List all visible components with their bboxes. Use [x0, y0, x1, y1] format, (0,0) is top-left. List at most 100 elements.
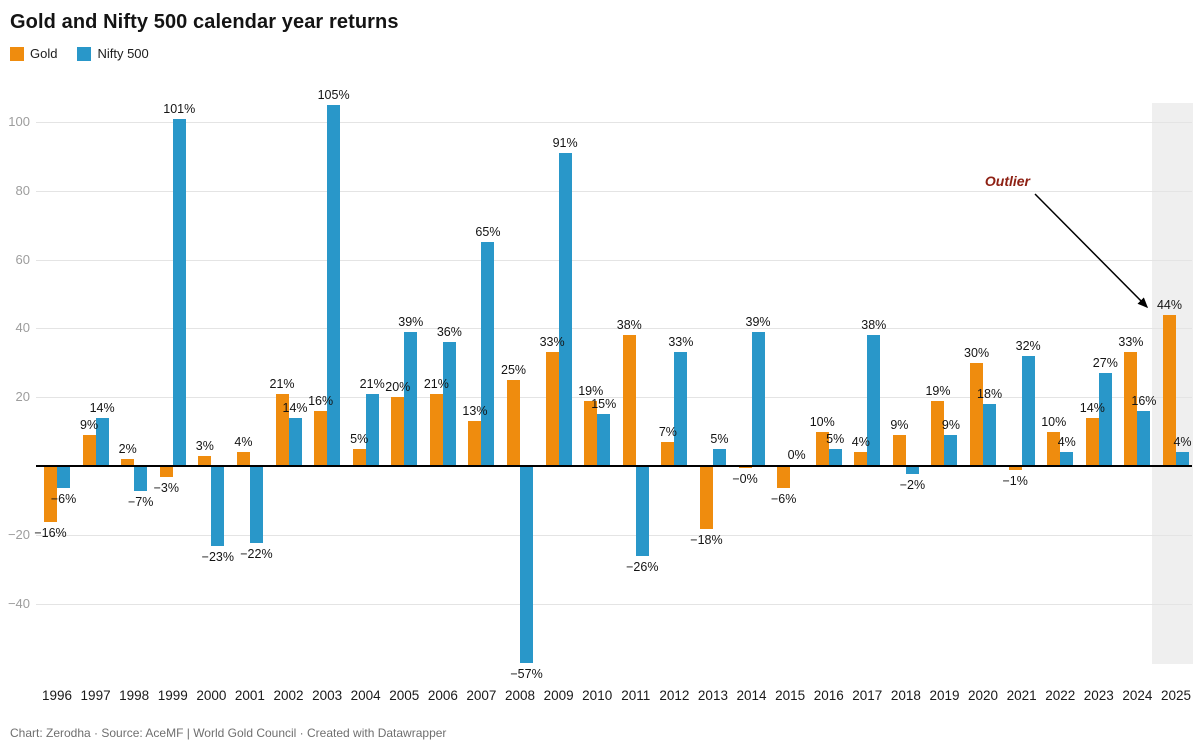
bar-nifty500-2008[interactable]: [520, 467, 534, 664]
bar-nifty500-2024[interactable]: [1137, 410, 1151, 466]
bar-gold-2024[interactable]: [1124, 352, 1138, 466]
value-label-gold-2023: 14%: [1079, 400, 1105, 415]
x-axis-label-2015: 2015: [775, 688, 806, 703]
bar-nifty500-2013[interactable]: [712, 448, 726, 466]
value-label-gold-2005: 20%: [385, 380, 411, 395]
bar-gold-1999[interactable]: [159, 467, 173, 478]
bar-nifty500-2016[interactable]: [828, 448, 842, 466]
x-axis-label-2018: 2018: [890, 688, 921, 703]
value-label-nifty500-2025: 4%: [1173, 435, 1192, 450]
value-label-gold-2017: 4%: [851, 435, 870, 450]
bar-nifty500-2003[interactable]: [327, 104, 341, 466]
bar-nifty500-2009[interactable]: [558, 152, 572, 466]
bar-nifty500-2020[interactable]: [983, 404, 997, 466]
value-label-nifty500-2019: 9%: [941, 418, 960, 433]
bar-nifty500-2025[interactable]: [1175, 452, 1189, 466]
x-axis-label-2017: 2017: [852, 688, 883, 703]
bar-gold-2025[interactable]: [1162, 314, 1176, 466]
value-label-nifty500-2010: 15%: [591, 397, 617, 412]
value-label-nifty500-2001: −22%: [240, 546, 273, 561]
y-axis-tick-label: 80: [15, 182, 30, 198]
bar-gold-2006[interactable]: [429, 393, 443, 466]
x-axis-label-2003: 2003: [312, 688, 343, 703]
value-label-nifty500-2017: 38%: [861, 318, 887, 333]
bar-gold-2004[interactable]: [352, 448, 366, 466]
bar-gold-2022[interactable]: [1047, 431, 1061, 466]
bar-gold-1997[interactable]: [82, 435, 96, 466]
legend: Gold Nifty 500: [10, 46, 149, 61]
bar-gold-2009[interactable]: [545, 352, 559, 466]
bar-nifty500-2007[interactable]: [481, 242, 495, 466]
x-axis-label-2007: 2007: [466, 688, 497, 703]
bar-nifty500-1999[interactable]: [172, 118, 186, 466]
bar-nifty500-2011[interactable]: [635, 467, 649, 557]
bar-gold-2019[interactable]: [931, 400, 945, 466]
bar-nifty500-2005[interactable]: [404, 331, 418, 466]
bar-gold-2000[interactable]: [198, 455, 212, 466]
bar-nifty500-2012[interactable]: [674, 352, 688, 466]
bar-nifty500-2002[interactable]: [288, 417, 302, 466]
bar-gold-1998[interactable]: [121, 459, 135, 466]
value-label-gold-2018: 9%: [890, 418, 909, 433]
bar-gold-2001[interactable]: [236, 452, 250, 466]
y-axis-tick-label: 100: [8, 114, 30, 129]
bar-gold-2023[interactable]: [1085, 417, 1099, 466]
outlier-arrow-icon: [1034, 193, 1149, 309]
y-axis-tick-label: 40: [15, 320, 30, 336]
bar-gold-2011[interactable]: [622, 335, 636, 466]
legend-item-nifty500: Nifty 500: [77, 46, 149, 61]
bar-gold-2015[interactable]: [777, 467, 791, 488]
bar-gold-2007[interactable]: [468, 421, 482, 466]
bar-gold-2016[interactable]: [815, 431, 829, 466]
bar-nifty500-2010[interactable]: [597, 414, 611, 466]
x-axis-label-2023: 2023: [1083, 688, 1114, 703]
value-label-nifty500-2023: 27%: [1092, 356, 1118, 371]
bar-nifty500-2001[interactable]: [249, 467, 263, 543]
gridline: [36, 397, 1192, 399]
x-axis-label-2008: 2008: [505, 688, 536, 703]
bar-nifty500-2000[interactable]: [211, 467, 225, 547]
bar-nifty500-2006[interactable]: [442, 342, 456, 466]
footer-credit: Chart: Zerodha · Source: AceMF | World G…: [10, 726, 447, 740]
bar-gold-2018[interactable]: [892, 435, 906, 466]
bar-nifty500-1997[interactable]: [95, 417, 109, 466]
bar-nifty500-1996[interactable]: [57, 467, 70, 488]
bar-gold-2013[interactable]: [699, 467, 713, 529]
bar-nifty500-2014[interactable]: [751, 331, 765, 466]
value-label-gold-2011: 38%: [616, 318, 642, 333]
bar-gold-2002[interactable]: [275, 393, 289, 466]
x-axis-label-2005: 2005: [389, 688, 420, 703]
x-axis-label-2009: 2009: [543, 688, 574, 703]
bar-gold-2008[interactable]: [507, 380, 521, 466]
value-label-gold-2002: 21%: [269, 376, 295, 391]
bar-gold-2010[interactable]: [584, 400, 598, 466]
value-label-gold-2022: 10%: [1041, 414, 1067, 429]
bar-gold-2003[interactable]: [314, 410, 328, 466]
bar-gold-1996[interactable]: [44, 467, 57, 523]
bar-gold-2014[interactable]: [738, 467, 752, 469]
chart-title: Gold and Nifty 500 calendar year returns: [10, 11, 399, 33]
bar-nifty500-2019[interactable]: [944, 435, 958, 466]
value-label-nifty500-2022: 4%: [1057, 435, 1076, 450]
bar-nifty500-1998[interactable]: [134, 467, 148, 492]
value-label-nifty500-1996: −6%: [50, 491, 77, 506]
bar-gold-2021[interactable]: [1008, 467, 1022, 471]
bar-gold-2012[interactable]: [661, 441, 675, 466]
value-label-nifty500-1999: 101%: [163, 101, 196, 116]
x-axis-baseline: [36, 465, 1192, 467]
bar-gold-2005[interactable]: [391, 397, 405, 466]
x-axis-label-2012: 2012: [659, 688, 690, 703]
bar-nifty500-2023[interactable]: [1098, 373, 1112, 466]
value-label-gold-2024: 33%: [1118, 335, 1144, 350]
bar-nifty500-2021[interactable]: [1021, 355, 1035, 466]
bar-nifty500-2018[interactable]: [905, 467, 919, 474]
gridline: [36, 328, 1192, 330]
value-label-gold-2008: 25%: [501, 363, 527, 377]
bar-gold-2020[interactable]: [970, 362, 984, 466]
bar-nifty500-2017[interactable]: [867, 335, 881, 466]
bar-gold-2017[interactable]: [854, 452, 868, 466]
bar-nifty500-2004[interactable]: [365, 393, 379, 466]
bar-nifty500-2022[interactable]: [1060, 452, 1074, 466]
x-axis-label-2021: 2021: [1006, 688, 1037, 703]
